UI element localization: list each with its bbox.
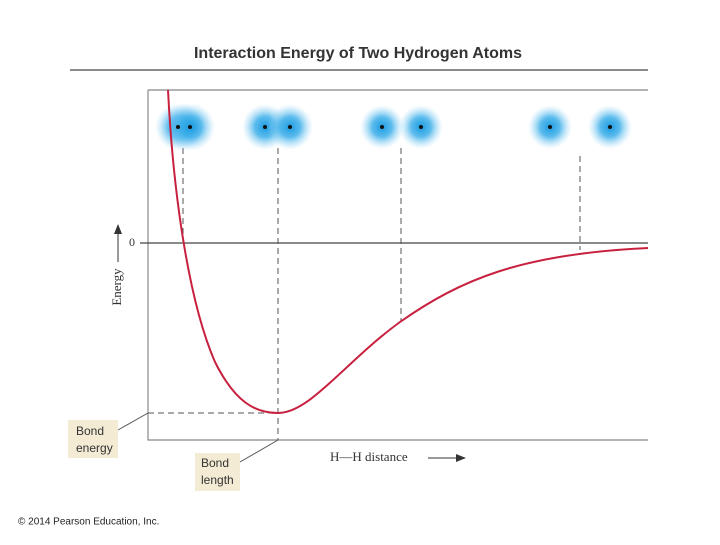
- callout-text: length: [201, 473, 234, 487]
- y-axis-label: Energy: [109, 268, 124, 306]
- plot-frame: [147, 89, 648, 441]
- zero-label: 0: [129, 235, 135, 249]
- callout-leader: [239, 439, 279, 463]
- guides: [148, 148, 581, 440]
- footer: © 2014 Pearson Education, Inc.: [18, 517, 159, 528]
- callout-leader: [117, 412, 149, 431]
- energy-curve: [167, 89, 649, 415]
- x-axis-label: H—H distance: [330, 449, 408, 464]
- callout-box: [68, 420, 118, 458]
- callout-text: Bond: [76, 424, 104, 438]
- title: Interaction Energy of Two Hydrogen Atoms: [194, 45, 522, 62]
- callout-box: [195, 453, 240, 491]
- callout-text: energy: [76, 441, 113, 455]
- atoms: [155, 103, 632, 151]
- callout-text: Bond: [201, 456, 229, 470]
